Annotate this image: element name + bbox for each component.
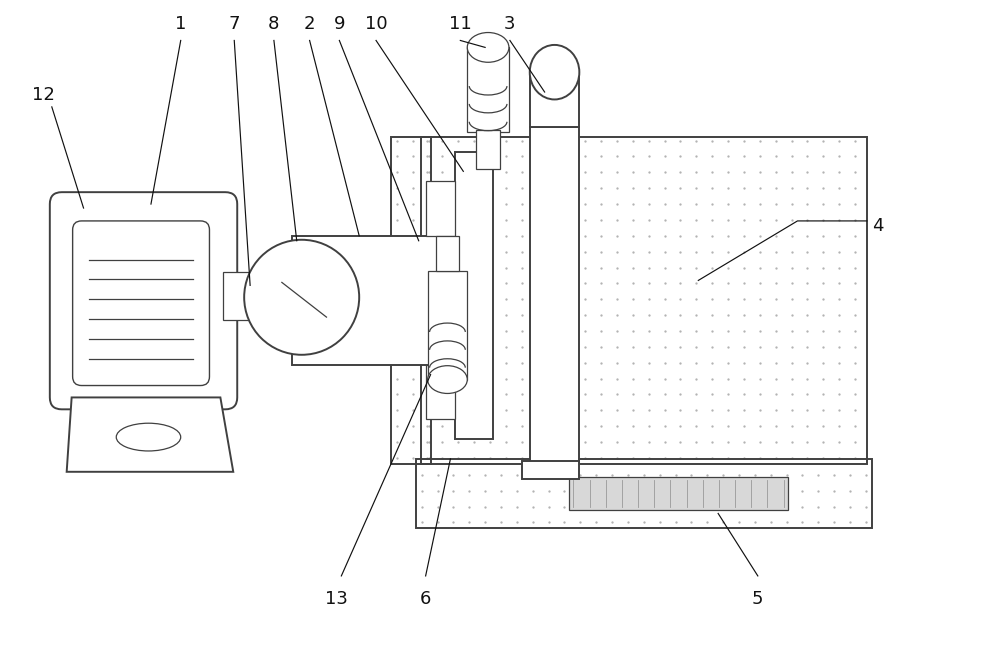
FancyBboxPatch shape — [50, 192, 237, 409]
Text: 2: 2 — [304, 15, 315, 32]
Ellipse shape — [116, 423, 181, 451]
Ellipse shape — [467, 32, 509, 62]
Text: 10: 10 — [365, 15, 387, 32]
Bar — [426, 365, 455, 419]
Bar — [259, 283, 271, 307]
Bar — [245, 283, 257, 307]
Text: 13: 13 — [325, 590, 348, 608]
FancyBboxPatch shape — [73, 221, 209, 385]
Polygon shape — [67, 397, 233, 472]
Bar — [416, 459, 872, 528]
Text: 3: 3 — [504, 15, 516, 32]
Bar — [522, 461, 579, 478]
Ellipse shape — [428, 366, 467, 393]
Bar — [428, 271, 467, 379]
Text: 7: 7 — [229, 15, 240, 32]
Bar — [391, 137, 431, 464]
Bar — [426, 182, 455, 236]
Bar — [217, 283, 229, 307]
Bar — [223, 273, 255, 320]
Bar — [421, 137, 867, 464]
Bar — [455, 152, 493, 439]
Bar — [569, 477, 788, 510]
Text: 12: 12 — [32, 86, 55, 104]
Text: 6: 6 — [420, 590, 431, 608]
Text: 8: 8 — [268, 15, 280, 32]
Ellipse shape — [530, 45, 579, 100]
Bar — [292, 236, 455, 365]
Bar — [273, 283, 285, 307]
Text: 1: 1 — [175, 15, 186, 32]
Text: 4: 4 — [872, 217, 883, 235]
Text: 11: 11 — [449, 15, 472, 32]
Bar — [530, 127, 579, 464]
Bar — [231, 283, 243, 307]
Bar — [436, 236, 459, 271]
Circle shape — [244, 240, 359, 355]
Bar — [476, 130, 500, 170]
Bar — [467, 48, 509, 132]
Text: 5: 5 — [752, 590, 764, 608]
Bar — [530, 72, 579, 127]
Text: 9: 9 — [334, 15, 345, 32]
